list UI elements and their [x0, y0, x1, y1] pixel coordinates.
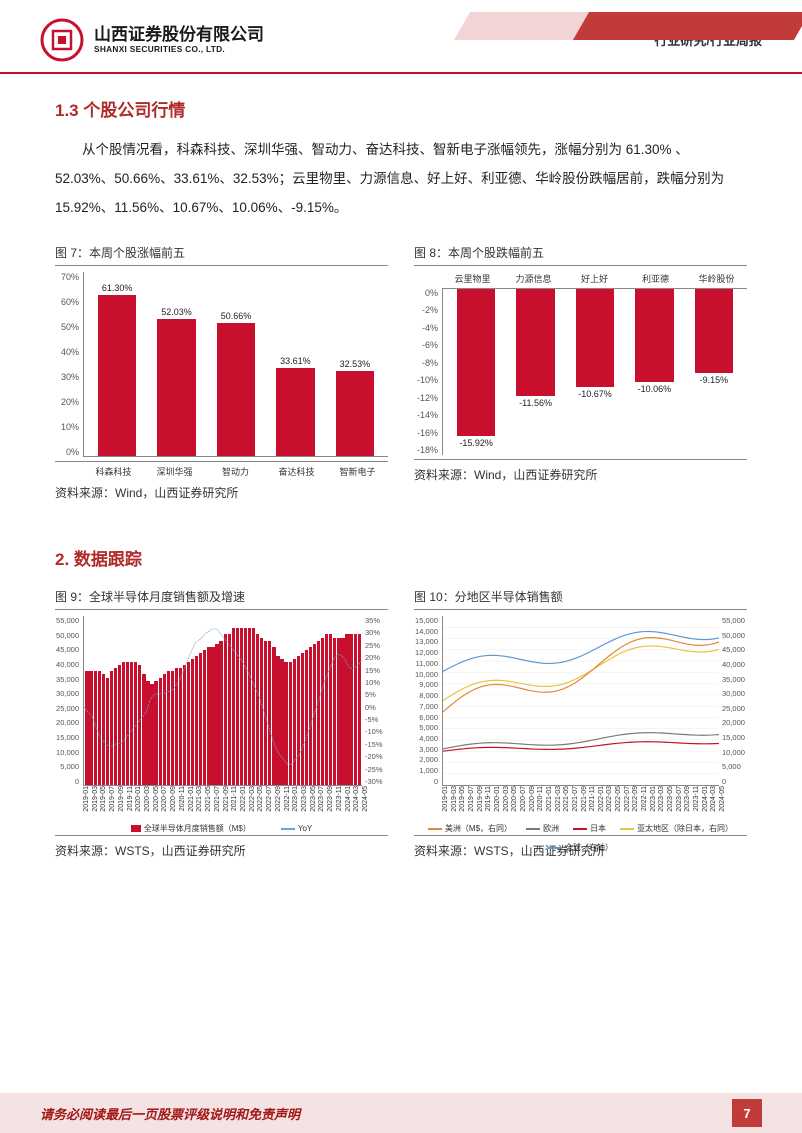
chart7-xaxis: 科森科技深圳华强智动力奋达科技智新电子 [55, 462, 388, 478]
chart7-yaxis: 70%60%50%40%30%20%10%0% [55, 272, 83, 457]
brand-logo-icon [40, 18, 84, 62]
footer-disclaimer: 请务必阅读最后一页股票评级说明和免责声明 [40, 1104, 300, 1123]
header-right: 行业研究/行业周报 [654, 30, 762, 50]
chart10-title: 图 10：分地区半导体销售额 [414, 584, 747, 610]
chart10-xaxis: 2019-012019-032019-052019-072019-092019-… [442, 786, 719, 820]
chart7-title: 图 7：本周个股涨幅前五 [55, 240, 388, 266]
chart10-lines [443, 616, 719, 785]
section-2-title: 2. 数据跟踪 [55, 545, 747, 570]
brand-name-en: SHANXI SECURITIES CO., LTD. [94, 45, 264, 55]
chart9: 图 9：全球半导体月度销售额及增速 55,00050,00045,00040,0… [55, 584, 388, 873]
body-paragraph: 从个股情况看，科森科技、深圳华强、智动力、奋达科技、智新电子涨幅领先，涨幅分别为… [55, 135, 747, 222]
chart9-title: 图 9：全球半导体月度销售额及增速 [55, 584, 388, 610]
chart10-legend: 美洲（M$，右同） 欧洲 日本 亚太地区（除日本，右同） 全球（右轴） [414, 823, 747, 853]
chart10: 图 10：分地区半导体销售额 15,00014,00013,00012,0001… [414, 584, 747, 873]
chart7-source: 资料来源：Wind，山西证券研究所 [55, 478, 388, 515]
header-ribbon-icon [462, 12, 802, 40]
chart8-source: 资料来源：Wind，山西证券研究所 [414, 460, 747, 497]
brand-text: 山西证券股份有限公司 SHANXI SECURITIES CO., LTD. [94, 25, 264, 54]
chart8: 图 8：本周个股跌幅前五 云里物里力源信息好上好利亚德华岭股份 0%-2%-4%… [414, 240, 747, 515]
chart9-yaxis-left: 55,00050,00045,00040,00035,00030,00025,0… [55, 616, 83, 786]
chart8-bars: -15.92%-11.56%-10.67%-10.06%-9.15% [443, 289, 747, 455]
chart9-source: 资料来源：WSTS，山西证券研究所 [55, 836, 388, 873]
page-header: 山西证券股份有限公司 SHANXI SECURITIES CO., LTD. 行… [0, 0, 802, 74]
page-number: 7 [732, 1099, 762, 1127]
chart7-bars: 61.30%52.03%50.66%33.61%32.53% [84, 272, 388, 456]
chart8-title: 图 8：本周个股跌幅前五 [414, 240, 747, 266]
chart9-legend: 全球半导体月度销售额（M$） YoY [55, 823, 388, 834]
brand-name-cn: 山西证券股份有限公司 [94, 25, 264, 45]
chart9-xaxis: 2019-012019-032019-052019-072019-092019-… [83, 786, 362, 820]
chart10-yaxis-right: 55,00050,00045,00040,00035,00030,00025,0… [719, 616, 747, 786]
chart8-yaxis: 0%-2%-4%-6%-8%-10%-12%-14%-16%-18% [414, 288, 442, 455]
chart7: 图 7：本周个股涨幅前五 70%60%50%40%30%20%10%0% 61.… [55, 240, 388, 515]
page-footer: 请务必阅读最后一页股票评级说明和免责声明 [0, 1093, 802, 1133]
chart8-xaxis: 云里物里力源信息好上好利亚德华岭股份 [414, 272, 747, 288]
chart9-yaxis-right: 35%30%25%20%15%10%5%0%-5%-10%-15%-20%-25… [362, 616, 388, 786]
chart10-yaxis-left: 15,00014,00013,00012,00011,00010,0009,00… [414, 616, 442, 786]
section-1-3-title: 1.3 个股公司行情 [55, 96, 747, 121]
chart9-bars [84, 616, 362, 785]
